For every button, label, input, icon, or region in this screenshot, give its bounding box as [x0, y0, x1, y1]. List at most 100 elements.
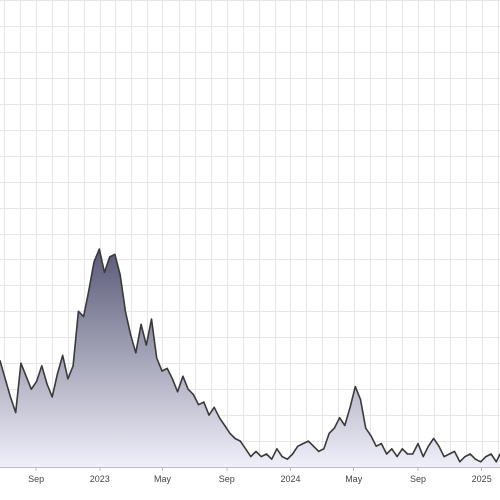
data-point: [234, 437, 236, 440]
x-tick-label: 2023: [90, 474, 110, 484]
data-point: [218, 417, 220, 419]
data-point: [41, 365, 43, 367]
data-point: [156, 357, 158, 359]
data-point: [333, 427, 335, 429]
data-point: [391, 448, 393, 450]
data-point: [171, 378, 173, 380]
x-tick-labels: Sep 2023 May Sep 2024 May Sep 2025: [28, 467, 492, 484]
data-point: [46, 383, 48, 385]
data-point: [307, 440, 309, 442]
data-point: [103, 271, 106, 273]
data-point: [469, 453, 471, 455]
data-point: [203, 401, 205, 403]
data-point: [276, 448, 278, 450]
data-point: [422, 456, 424, 458]
data-point: [140, 323, 142, 325]
data-point: [433, 437, 435, 440]
data-point: [88, 290, 90, 292]
x-tick-label: Sep: [410, 474, 426, 484]
data-point: [51, 396, 53, 398]
data-point: [344, 424, 346, 427]
data-point: [177, 391, 179, 393]
data-point: [386, 453, 388, 455]
data-point: [62, 354, 64, 356]
data-point: [197, 404, 200, 406]
data-point: [213, 406, 215, 408]
data-point: [339, 417, 341, 419]
x-tick-label: May: [154, 474, 172, 484]
data-point: [182, 375, 184, 377]
data-point: [354, 386, 356, 388]
data-point: [192, 393, 194, 395]
x-tick-label: May: [345, 474, 363, 484]
data-point: [396, 456, 398, 458]
data-point: [20, 362, 22, 364]
data-point: [83, 315, 85, 318]
data-point: [349, 406, 351, 408]
data-point: [427, 445, 429, 447]
data-point: [56, 373, 59, 375]
data-point: [412, 453, 414, 455]
data-point: [480, 461, 482, 463]
data-point: [135, 352, 137, 354]
data-point: [292, 453, 294, 455]
data-point: [312, 445, 315, 447]
data-point: [401, 448, 403, 450]
data-point: [77, 310, 79, 312]
data-point: [145, 344, 147, 346]
data-point: [67, 378, 69, 380]
data-point: [15, 411, 17, 414]
data-point: [109, 256, 111, 258]
data-point: [119, 274, 121, 276]
data-point: [438, 445, 440, 447]
data-point: [443, 456, 445, 458]
data-point: [464, 456, 466, 458]
area-layer: [0, 248, 500, 467]
data-point: [490, 453, 492, 455]
data-point: [318, 450, 320, 452]
data-point: [114, 253, 116, 255]
data-point: [370, 435, 372, 437]
data-point: [302, 443, 304, 445]
data-point: [229, 432, 231, 434]
data-point: [453, 450, 456, 452]
x-tick-label: Sep: [219, 474, 235, 484]
data-point: [93, 261, 95, 263]
data-point: [459, 461, 461, 463]
data-point: [448, 453, 450, 455]
data-point: [323, 448, 325, 450]
data-point: [485, 456, 487, 458]
data-point: [208, 414, 210, 416]
data-point: [359, 398, 362, 401]
data-point: [25, 375, 27, 377]
data-point: [328, 432, 330, 434]
x-tick-label: 2024: [280, 474, 300, 484]
data-point: [130, 334, 132, 336]
data-point: [271, 458, 273, 460]
data-point: [365, 427, 367, 429]
data-point: [245, 448, 247, 450]
data-point: [281, 456, 283, 458]
data-point: [187, 388, 189, 390]
data-point: [30, 388, 32, 390]
data-point: [417, 443, 419, 445]
data-point: [166, 367, 168, 369]
data-point: [161, 370, 163, 372]
data-point: [495, 461, 497, 463]
x-tick-label: Sep: [28, 474, 44, 484]
data-point: [239, 440, 241, 442]
data-point: [36, 380, 38, 382]
data-point: [260, 456, 262, 458]
data-point: [9, 396, 11, 398]
data-point: [375, 445, 377, 447]
data-point: [72, 365, 74, 367]
data-point: [286, 458, 288, 460]
data-point: [224, 424, 226, 427]
x-tick-label: 2025: [472, 474, 492, 484]
data-point: [250, 456, 252, 458]
data-point: [124, 310, 126, 312]
data-point: [297, 445, 299, 447]
data-point: [150, 318, 153, 320]
data-point: [406, 453, 409, 455]
